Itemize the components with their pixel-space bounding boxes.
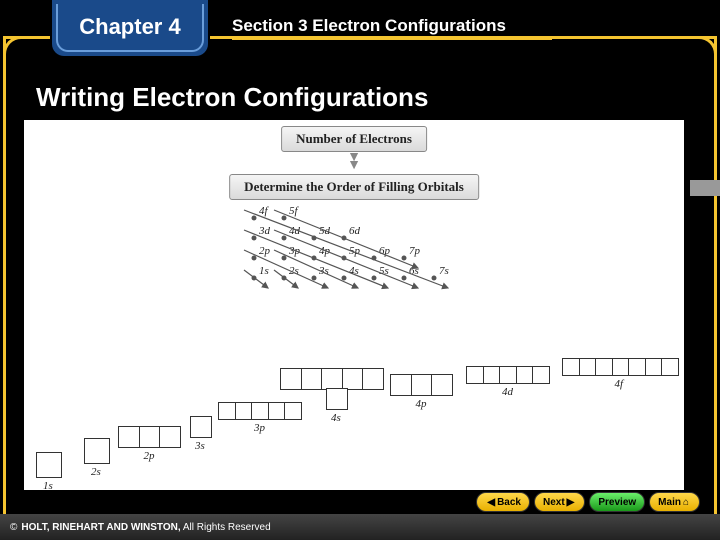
- aufbau-diagram: 4f5f3d4d5d6d2p3p4p5p6p7p1s2s3s4s5s6s7s: [234, 204, 494, 344]
- orbital-label: 3s: [195, 440, 205, 452]
- orbital-box: [628, 358, 646, 376]
- svg-text:4f: 4f: [259, 205, 270, 217]
- svg-text:2p: 2p: [259, 245, 271, 257]
- svg-text:3p: 3p: [288, 245, 301, 257]
- orbital-row-2p: [118, 426, 181, 448]
- back-button[interactable]: ◀Back: [476, 492, 530, 512]
- orbital-box: [235, 402, 253, 420]
- orbital-row-3s: [190, 416, 212, 438]
- orbital-box: [661, 358, 679, 376]
- orbital-box: [645, 358, 663, 376]
- content-panel: Number of Electrons ▼▼ Determine the Ord…: [24, 120, 684, 490]
- main-button[interactable]: Main⌂: [649, 492, 700, 512]
- orbital-box: [118, 426, 140, 448]
- orbital-row-3p: [218, 402, 302, 420]
- chapter-tab: Chapter 4: [50, 0, 210, 58]
- home-icon: ⌂: [683, 497, 689, 508]
- orbital-row-4s: [326, 388, 348, 410]
- orbital-row-4p: [390, 374, 453, 396]
- nav-buttons: ◀Back Next▶ Preview Main⌂: [476, 492, 700, 512]
- orbital-box: [251, 402, 269, 420]
- orbital-box: [301, 368, 323, 390]
- orbital-row-3d: [280, 368, 384, 390]
- orbital-box: [342, 368, 364, 390]
- orbital-box: [595, 358, 613, 376]
- orbital-box: [159, 426, 181, 448]
- orbital-label: 3p: [254, 422, 265, 434]
- preview-label: Preview: [598, 497, 636, 508]
- chevron-down-icon: ▼▼: [347, 152, 361, 169]
- orbital-box: [612, 358, 630, 376]
- orbital-label: 2s: [91, 466, 101, 478]
- orbital-label: 4d: [502, 386, 513, 398]
- copyright-rights: All Rights Reserved: [181, 522, 271, 533]
- border-left: [3, 36, 6, 514]
- orbital-label: 4s: [331, 412, 341, 424]
- orbital-box: [390, 374, 412, 396]
- svg-text:5f: 5f: [289, 205, 300, 217]
- orbital-box: [84, 438, 110, 464]
- copyright-text: HOLT, RINEHART AND WINSTON, All Rights R…: [21, 522, 270, 533]
- back-label: Back: [497, 497, 521, 508]
- orbital-label: 4p: [416, 398, 427, 410]
- orbital-label: 1s: [43, 480, 53, 492]
- orbital-box: [190, 416, 212, 438]
- orbital-box: [362, 368, 384, 390]
- border-right: [714, 36, 717, 514]
- orbital-label: 2p: [144, 450, 155, 462]
- orbital-box: [139, 426, 161, 448]
- orbital-box: [268, 402, 286, 420]
- footer: © HOLT, RINEHART AND WINSTON, All Rights…: [0, 514, 720, 540]
- copyright-brand: HOLT, RINEHART AND WINSTON,: [21, 522, 180, 533]
- orbital-box: [532, 366, 550, 384]
- orbital-box: [466, 366, 484, 384]
- orbital-box: [516, 366, 534, 384]
- orbital-box: [36, 452, 62, 478]
- orbital-row-1s: [36, 452, 62, 478]
- border-corner-tl: [3, 36, 27, 60]
- orbital-box: [218, 402, 236, 420]
- orbital-box: [579, 358, 597, 376]
- svg-text:7p: 7p: [409, 245, 421, 257]
- svg-text:3d: 3d: [258, 225, 271, 237]
- orbital-row-4d: [466, 366, 550, 384]
- orbital-box: [562, 358, 580, 376]
- next-button[interactable]: Next▶: [534, 492, 585, 512]
- chevron-left-icon: ◀: [487, 497, 495, 508]
- svg-text:1s: 1s: [259, 265, 269, 277]
- orbital-label: 4f: [615, 378, 624, 390]
- chapter-label: Chapter 4: [79, 14, 180, 40]
- main-label: Main: [658, 497, 681, 508]
- orbital-box: [280, 368, 302, 390]
- copyright-icon: ©: [10, 522, 17, 533]
- orbital-box: [326, 388, 348, 410]
- preview-button[interactable]: Preview: [589, 492, 645, 512]
- orbital-box: [499, 366, 517, 384]
- svg-text:7s: 7s: [439, 265, 449, 277]
- section-underline: [232, 38, 552, 40]
- orbital-box: [483, 366, 501, 384]
- orbital-row-4f: [562, 358, 679, 376]
- page-title: Writing Electron Configurations: [36, 82, 428, 113]
- next-label: Next: [543, 497, 565, 508]
- orbital-box: [411, 374, 433, 396]
- chevron-right-icon: ▶: [567, 497, 575, 508]
- svg-text:6d: 6d: [349, 225, 361, 237]
- flow-box-order: Determine the Order of Filling Orbitals: [229, 174, 479, 200]
- orbital-box: [321, 368, 343, 390]
- orbital-row-2s: [84, 438, 110, 464]
- orbital-box: [284, 402, 302, 420]
- section-label: Section 3 Electron Configurations: [232, 16, 506, 36]
- orbital-box: [431, 374, 453, 396]
- side-tab: [690, 180, 720, 196]
